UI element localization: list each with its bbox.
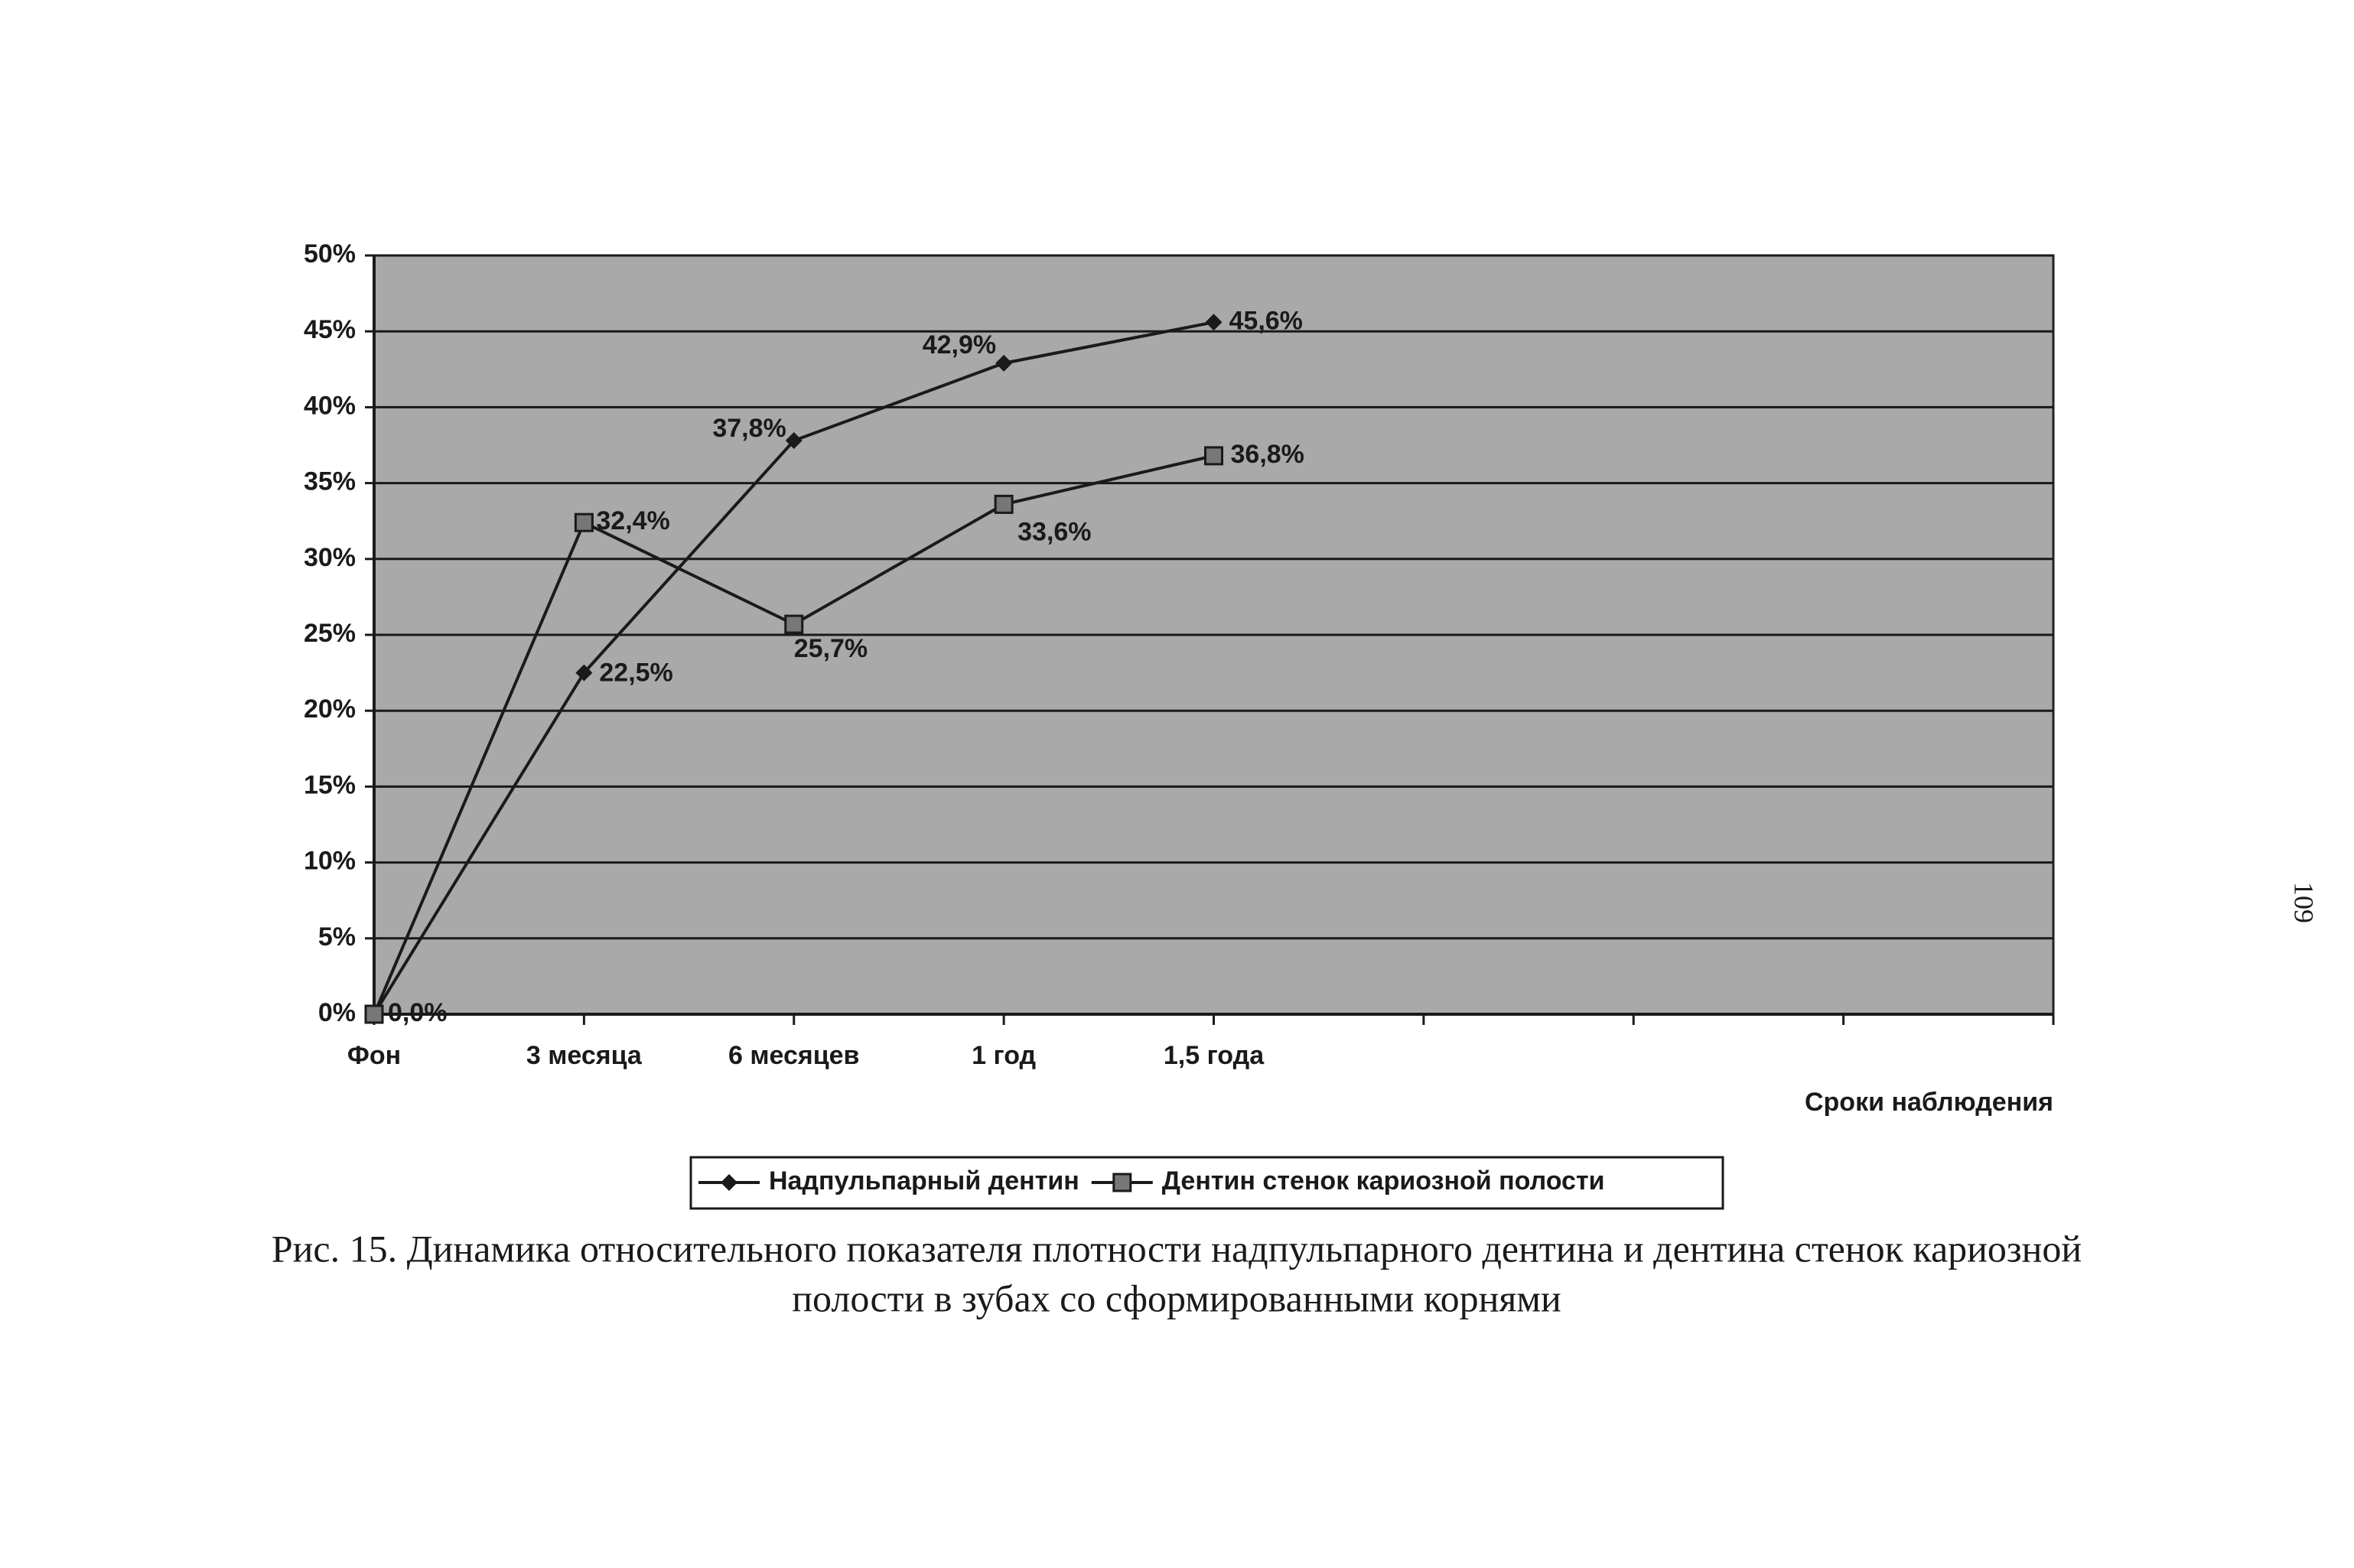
marker [364,1004,384,1024]
y-tick-label: 30% [304,543,356,572]
legend-box [689,1156,1724,1210]
data-label: 32,4% [596,506,669,535]
y-tick-label: 40% [304,391,356,420]
marker [721,1174,737,1191]
caption-line: Рис. 15. Динамика относительного показат… [272,1227,2082,1270]
data-label: 25,7% [794,634,868,663]
x-axis-title: Сроки наблюдения [1805,1088,2053,1117]
x-tick-label: Фон [347,1041,401,1070]
data-label: 42,9% [923,330,996,359]
marker [1205,314,1223,331]
y-tick-label: 0% [318,998,356,1027]
caption-line: полости в зубах со сформированными корня… [792,1277,1561,1319]
data-label: 37,8% [712,414,786,443]
marker [995,354,1013,372]
x-tick-label: 6 месяцев [728,1041,859,1070]
y-tick-label: 20% [304,695,356,724]
legend-label: Дентин стенок кариозной полости [1162,1166,1605,1196]
data-label: 45,6% [1229,306,1303,335]
y-tick-label: 25% [304,619,356,648]
marker [574,512,594,532]
y-tick-label: 50% [304,239,356,268]
marker [575,664,593,682]
y-tick-label: 10% [304,847,356,876]
data-label: 0,0% [388,998,448,1027]
x-tick-label: 1,5 года [1164,1041,1265,1070]
marker [1112,1173,1132,1192]
marker [785,432,803,450]
marker [1204,446,1223,466]
x-tick-label: 3 месяца [526,1041,643,1070]
data-label: 36,8% [1231,440,1304,469]
data-label: 22,5% [599,659,672,688]
y-tick-label: 35% [304,467,356,496]
marker [784,614,804,634]
x-tick-label: 1 год [972,1041,1036,1070]
legend-label: Надпульпарный дентин [769,1166,1079,1196]
data-label: 33,6% [1017,517,1091,546]
y-tick-label: 45% [304,315,356,344]
y-tick-label: 15% [304,770,356,799]
y-tick-label: 5% [318,922,356,952]
marker [994,494,1014,514]
page-number: 109 [2289,882,2320,923]
legend: Надпульпарный дентин Дентин стенок кариоз… [689,1156,1724,1210]
